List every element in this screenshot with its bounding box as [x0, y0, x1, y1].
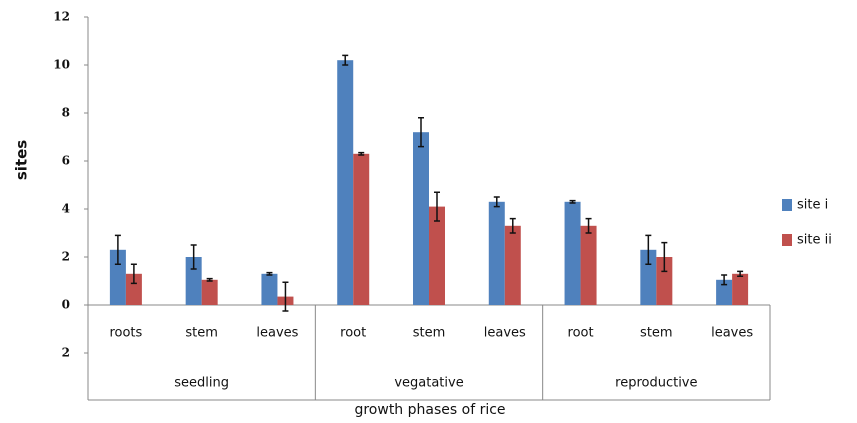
- category-label: stem: [185, 326, 218, 341]
- y-tick-label: 6: [62, 154, 70, 168]
- error-bar: [661, 241, 668, 273]
- error-bar: [569, 199, 576, 204]
- y-tick-label: 2: [62, 346, 70, 360]
- bar: [504, 225, 521, 305]
- bar: [732, 273, 749, 305]
- bar: [201, 279, 218, 305]
- y-tick-label: 2: [62, 250, 70, 264]
- bar: [413, 132, 429, 305]
- bar: [109, 249, 126, 305]
- category-label: stem: [640, 326, 673, 341]
- bar: [580, 225, 597, 305]
- category-label: stem: [413, 326, 446, 341]
- bar: [353, 153, 370, 305]
- bar: [337, 60, 354, 306]
- error-bar: [342, 54, 349, 66]
- category-label: leaves: [256, 326, 298, 341]
- y-tick-label: 12: [53, 10, 70, 24]
- error-bar: [509, 217, 516, 234]
- bar: [488, 201, 505, 305]
- error-bar: [130, 263, 137, 285]
- error-bar: [358, 151, 365, 156]
- category-label: root: [568, 326, 594, 341]
- error-bar: [114, 234, 121, 265]
- y-axis-title: sites: [13, 140, 31, 180]
- x-axis-title: growth phases of rice: [354, 402, 505, 418]
- bar: [564, 201, 581, 305]
- bar: [261, 273, 278, 305]
- legend-label: site ii: [797, 233, 832, 248]
- y-tick-label: 0: [62, 298, 70, 312]
- group-label: vegatative: [394, 376, 463, 391]
- error-bar: [206, 277, 213, 282]
- legend-swatch: [782, 234, 792, 246]
- group-label: reproductive: [615, 376, 697, 391]
- error-bar: [493, 196, 500, 208]
- legend-label: site i: [797, 198, 828, 213]
- bar: [656, 257, 673, 305]
- bar: [429, 206, 445, 305]
- bar: [640, 249, 657, 305]
- error-bar: [434, 191, 440, 222]
- error-bar: [190, 244, 197, 270]
- y-tick-label: 8: [62, 106, 70, 120]
- category-label: leaves: [484, 326, 526, 341]
- error-bar: [721, 274, 728, 286]
- y-tick-label: 4: [62, 202, 70, 216]
- error-bar: [585, 217, 592, 234]
- y-tick-label: 10: [53, 58, 70, 72]
- category-label: leaves: [711, 326, 753, 341]
- bar: [125, 273, 142, 305]
- error-bar: [737, 270, 744, 277]
- legend-swatch: [782, 199, 792, 211]
- error-bar: [418, 117, 424, 148]
- error-bar: [645, 234, 652, 265]
- error-bar: [266, 271, 273, 276]
- group-label: seedling: [174, 376, 229, 391]
- bar: [185, 257, 202, 305]
- error-bar: [282, 281, 289, 312]
- category-label: roots: [109, 326, 142, 341]
- category-label: root: [340, 326, 366, 341]
- bar: [716, 279, 733, 305]
